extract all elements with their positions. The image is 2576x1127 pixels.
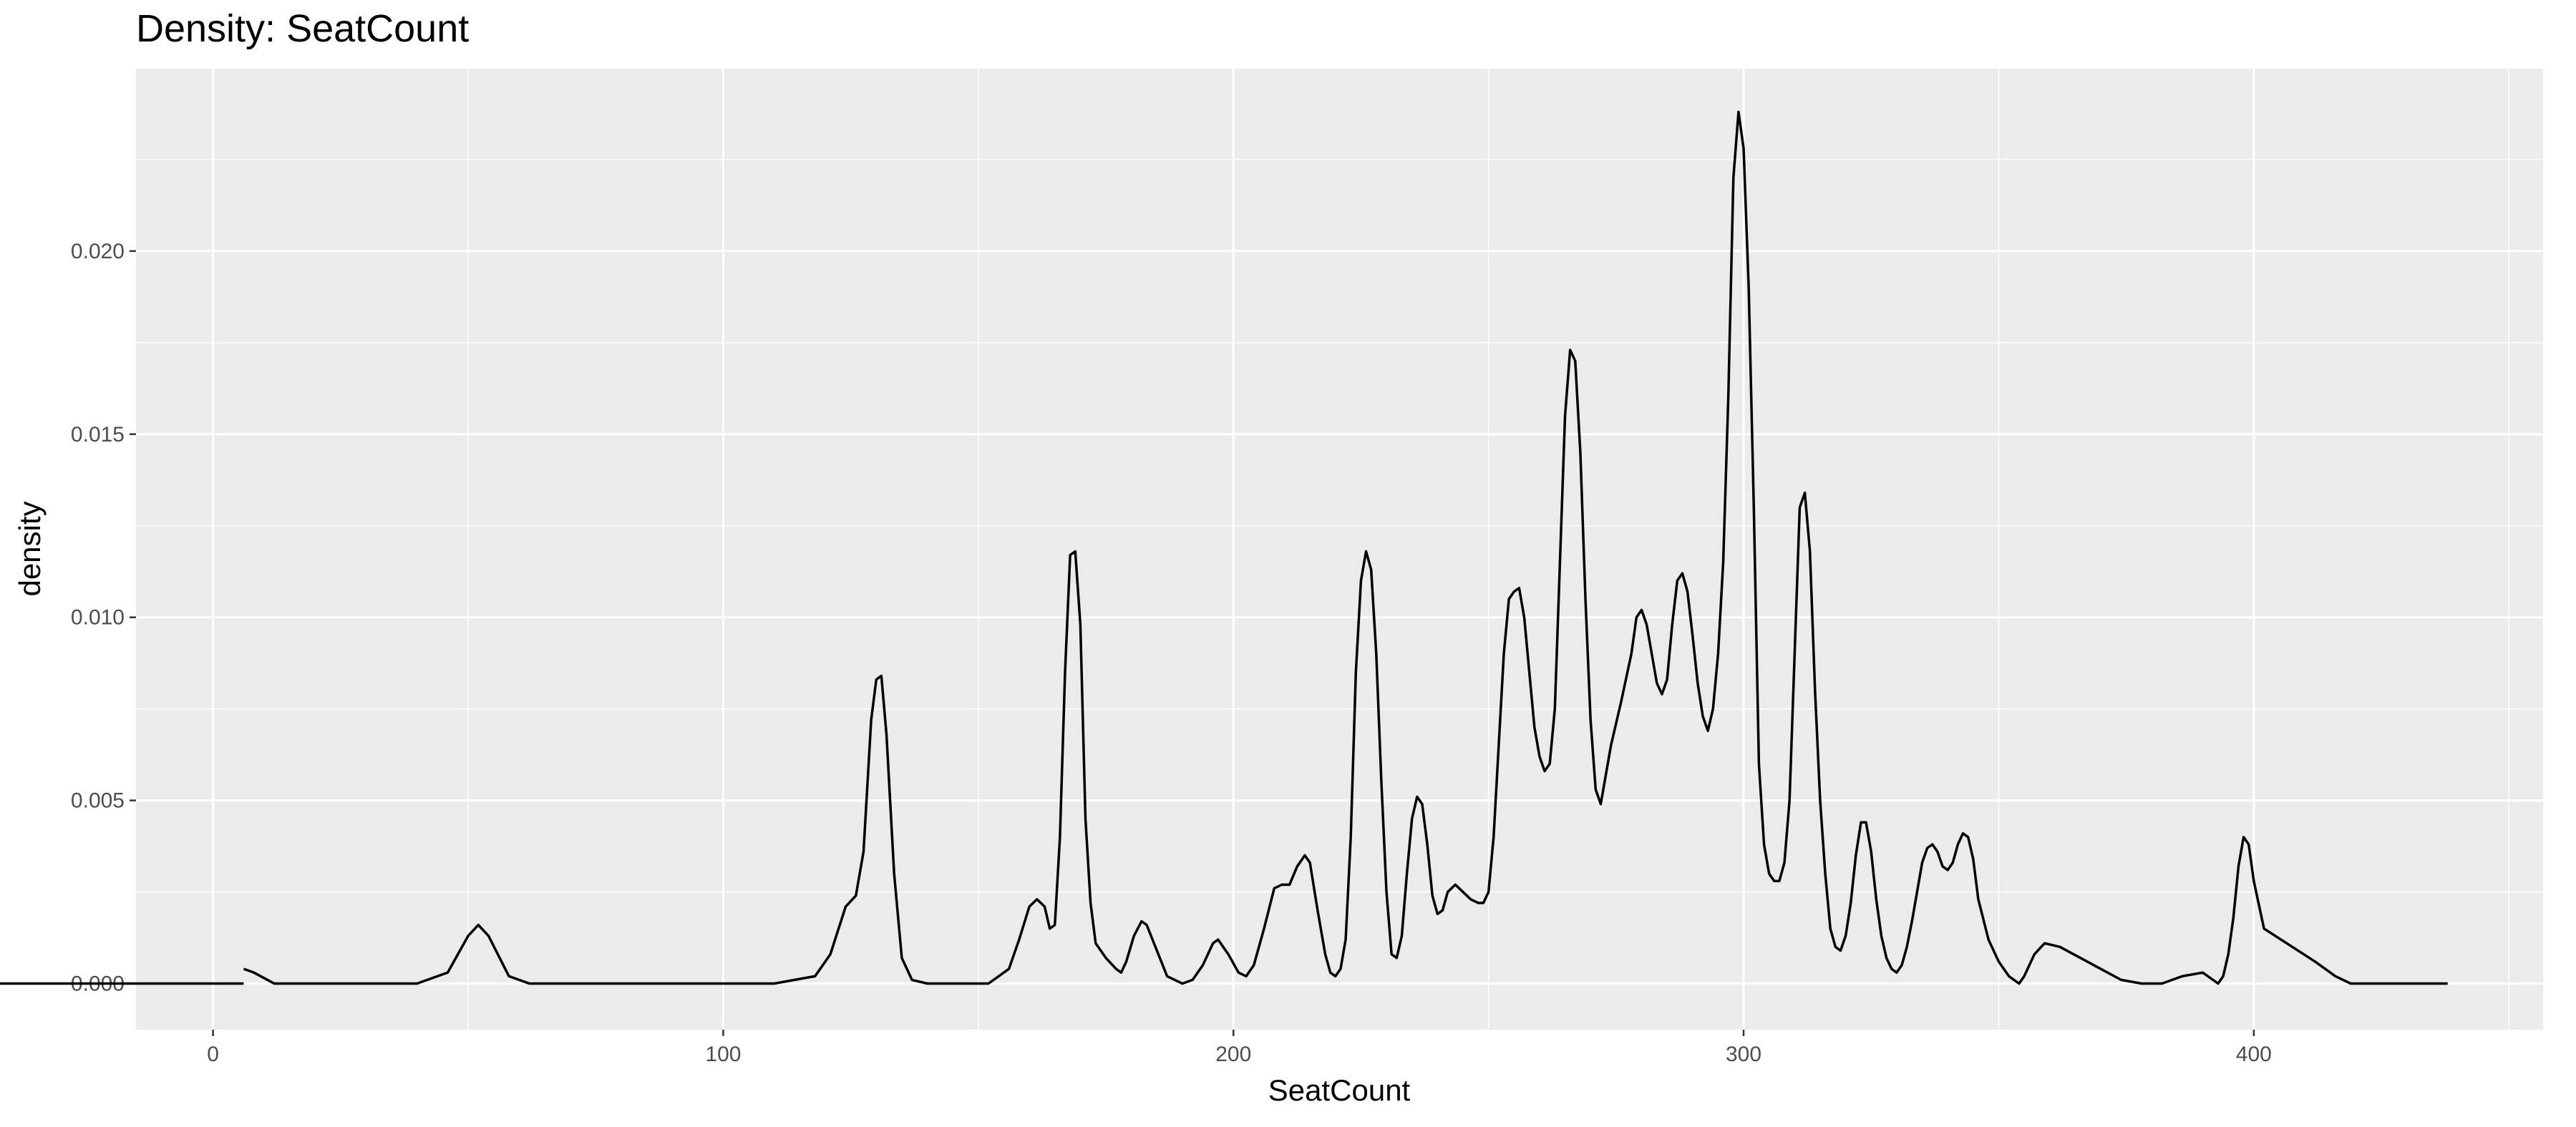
chart-title: Density: SeatCount bbox=[136, 7, 469, 50]
x-tick-label: 0 bbox=[207, 1043, 219, 1066]
x-tick-label: 200 bbox=[1215, 1043, 1251, 1066]
x-tick-label: 100 bbox=[705, 1043, 741, 1066]
x-tick-label: 400 bbox=[2236, 1043, 2272, 1066]
x-tick-label: 300 bbox=[1726, 1043, 1761, 1066]
density-line bbox=[243, 110, 2448, 985]
panel bbox=[136, 69, 2543, 1030]
y-tick-label: 0.010 bbox=[71, 606, 125, 630]
y-tick-label: 0.005 bbox=[71, 789, 125, 813]
x-axis-title: SeatCount bbox=[1268, 1073, 1411, 1107]
y-tick-label: 0.015 bbox=[71, 423, 125, 447]
y-tick-label: 0.020 bbox=[71, 240, 125, 263]
y-axis-title: density bbox=[13, 501, 47, 596]
